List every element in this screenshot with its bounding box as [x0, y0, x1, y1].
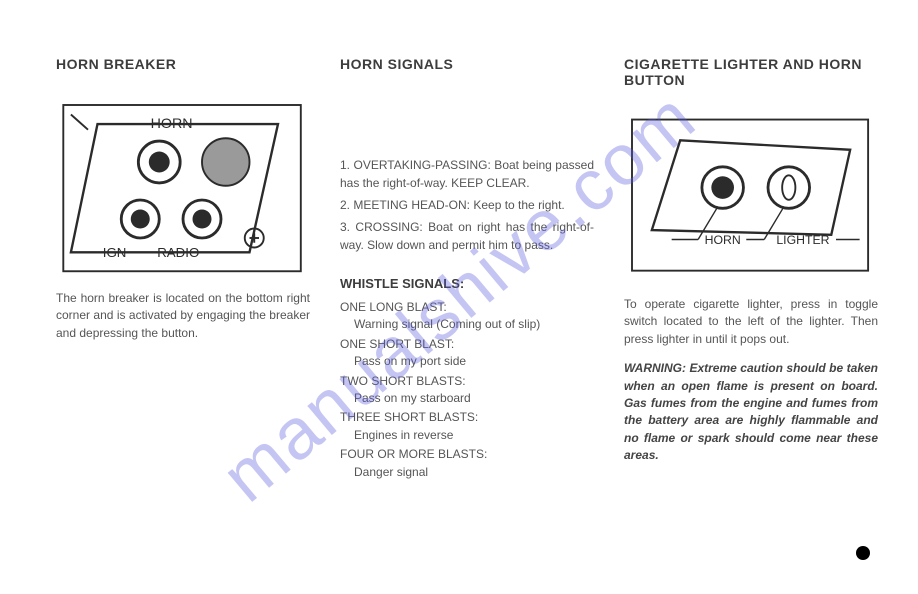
whistle-signals-list: ONE LONG BLAST: Warning signal (Coming o…: [340, 297, 594, 481]
heading-horn-breaker: HORN BREAKER: [56, 56, 310, 72]
label-lighter: LIGHTER: [776, 233, 829, 247]
heading-whistle-signals: WHISTLE SIGNALS:: [340, 276, 594, 291]
whistle-signal: FOUR OR MORE BLASTS:: [340, 446, 594, 463]
caption-horn-breaker: The horn breaker is located on the botto…: [56, 290, 310, 342]
column-horn-breaker: HORN BREAKER: [56, 56, 310, 564]
diagram-horn-breaker: HORN IGN RADIO: [56, 86, 310, 276]
warning-text: WARNING: Extreme caution should be taken…: [624, 360, 878, 464]
whistle-signal: ONE LONG BLAST:: [340, 299, 594, 316]
whistle-desc: Warning signal (Coming out of slip): [340, 316, 594, 333]
whistle-desc: Danger signal: [340, 464, 594, 481]
heading-horn-signals: HORN SIGNALS: [340, 56, 594, 72]
label-horn-button: HORN: [705, 233, 741, 247]
whistle-signal: TWO SHORT BLASTS:: [340, 373, 594, 390]
label-ign: IGN: [103, 245, 127, 260]
label-horn: HORN: [151, 116, 193, 132]
column-lighter: CIGARETTE LIGHTER AND HORN BUTTON HORN: [624, 56, 878, 564]
horn-signals-list: 1. OVERTAKING-PASSING: Boat being passed…: [340, 156, 594, 258]
whistle-signal: ONE SHORT BLAST:: [340, 336, 594, 353]
caption-lighter: To operate cigarette lighter, press in t…: [624, 296, 878, 348]
whistle-desc: Pass on my starboard: [340, 390, 594, 407]
list-item: 3. CROSSING: Boat on right has the right…: [340, 218, 594, 254]
label-radio: RADIO: [157, 245, 199, 260]
whistle-desc: Engines in reverse: [340, 427, 594, 444]
whistle-desc: Pass on my port side: [340, 353, 594, 370]
diagram-lighter: HORN LIGHTER: [624, 112, 878, 282]
whistle-signal: THREE SHORT BLASTS:: [340, 409, 594, 426]
heading-lighter: CIGARETTE LIGHTER AND HORN BUTTON: [624, 56, 878, 88]
column-horn-signals: HORN SIGNALS 1. OVERTAKING-PASSING: Boat…: [340, 56, 594, 564]
list-item: 1. OVERTAKING-PASSING: Boat being passed…: [340, 156, 594, 192]
manual-page: HORN BREAKER: [0, 0, 918, 594]
list-item: 2. MEETING HEAD-ON: Keep to the right.: [340, 196, 594, 214]
page-marker-dot: [856, 546, 870, 560]
